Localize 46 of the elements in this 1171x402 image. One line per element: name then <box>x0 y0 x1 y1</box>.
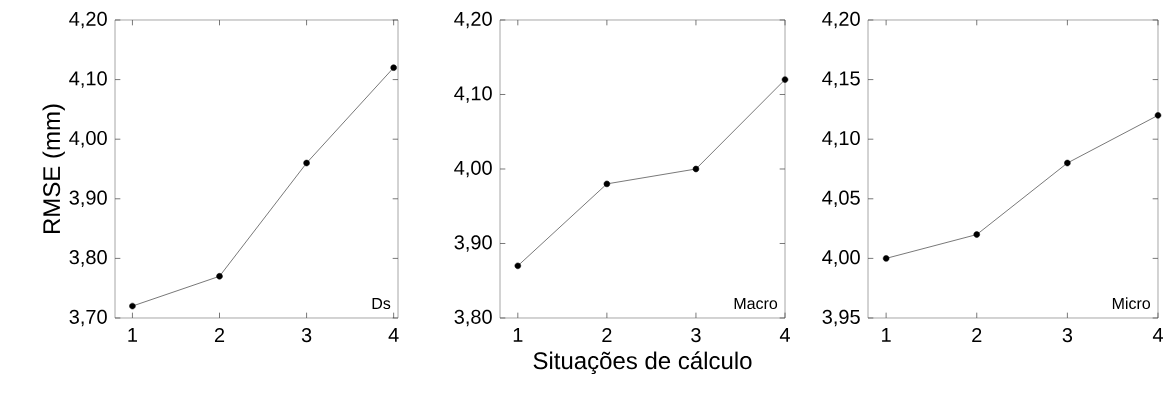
point <box>882 255 890 262</box>
y-tick-label: 4,15 <box>822 71 860 88</box>
y-tick-label: 3,80 <box>69 250 107 267</box>
y-tick-label: 3,90 <box>69 190 107 208</box>
y-tick-label: 3,90 <box>454 235 492 252</box>
point <box>973 231 980 238</box>
y-tick-label: 4,20 <box>822 11 860 29</box>
point <box>603 180 611 188</box>
x-tick-label: 2 <box>602 328 612 342</box>
point <box>129 302 136 310</box>
y-tick-label: 4,20 <box>69 11 107 29</box>
y-tick-label: 4,00 <box>822 250 860 267</box>
x-tick-label: 2 <box>214 328 225 342</box>
x-tick-label: 4 <box>1152 328 1163 342</box>
point <box>390 64 397 71</box>
x-tick-label: 3 <box>1062 328 1073 343</box>
x-tick-label: 3 <box>691 328 701 343</box>
x-tick-label: 1 <box>128 328 138 342</box>
x-tick-label: 4 <box>388 328 399 342</box>
point <box>303 159 310 167</box>
x-tick-label: 1 <box>513 328 523 342</box>
y-tick-label: 4,20 <box>454 11 492 29</box>
point <box>1064 159 1071 167</box>
x-tick-label: 3 <box>301 328 312 343</box>
x-tick-label: 1 <box>882 328 891 342</box>
annotation: Micro <box>1112 297 1151 310</box>
y-tick-label: 3,95 <box>822 309 860 327</box>
annotation: Macro <box>734 297 778 310</box>
x-tick-label: 2 <box>972 328 982 342</box>
y-tick-label: 4,00 <box>69 130 107 148</box>
y-axis-title: RMSE (mm) <box>42 104 65 234</box>
point <box>216 273 223 280</box>
annotation: Ds <box>372 297 391 310</box>
y-tick-label: 3,70 <box>69 309 107 327</box>
x-axis-title: Situações de cálculo <box>533 351 752 375</box>
point <box>514 262 522 270</box>
y-tick-label: 4,10 <box>822 130 860 148</box>
y-tick-label: 4,00 <box>454 160 492 178</box>
point <box>1154 112 1162 119</box>
point <box>692 165 700 173</box>
y-tick-label: 3,80 <box>454 309 492 327</box>
y-tick-label: 4,10 <box>69 71 107 88</box>
x-tick-label: 4 <box>779 328 790 342</box>
y-tick-label: 4,10 <box>454 86 492 103</box>
point <box>781 76 789 83</box>
y-tick-label: 4,05 <box>822 190 860 208</box>
